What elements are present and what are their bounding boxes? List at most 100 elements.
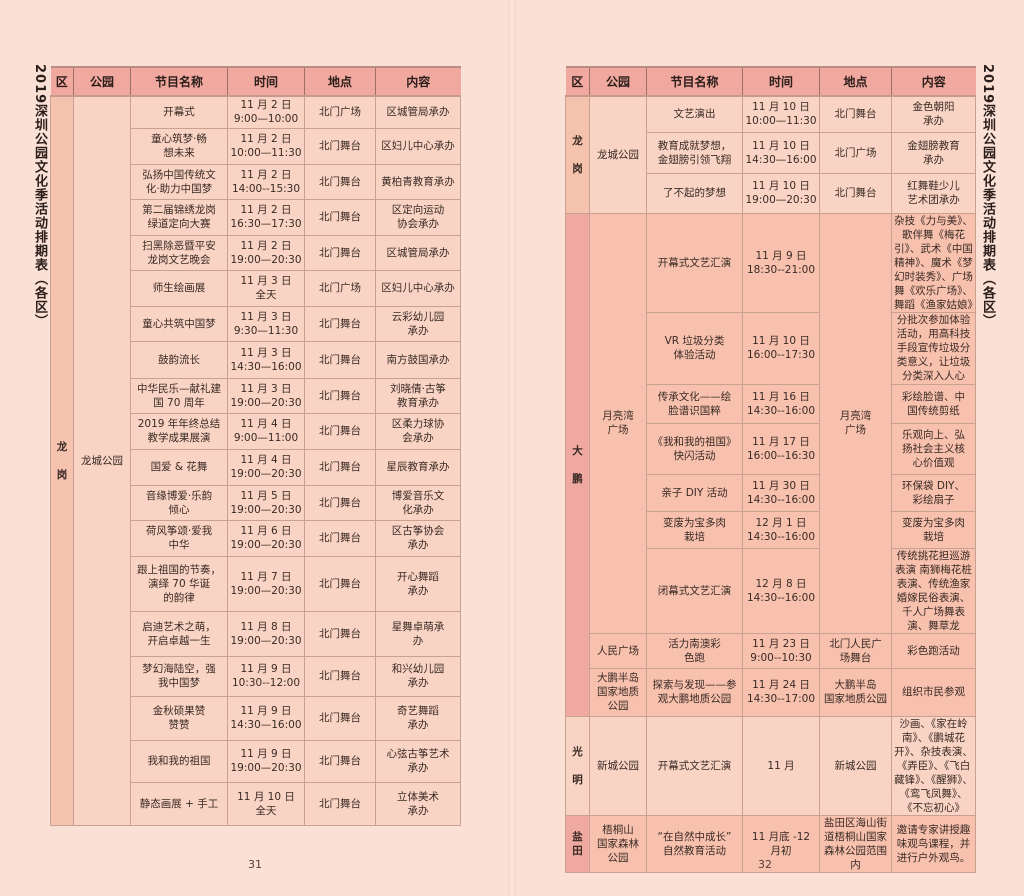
district-cell: 大 鹏	[565, 212, 590, 717]
content-cell: 星舞卓萌承 办	[375, 610, 461, 657]
side-title: 2019深圳公园文化季活动排期表（各区）	[32, 64, 47, 329]
content-cell: 区妇儿中心承办	[375, 269, 461, 307]
column-header: 内容	[891, 66, 976, 97]
time-cell: 11 月 3 日 9:30—11:30	[227, 305, 305, 342]
column-header: 公园	[589, 66, 647, 97]
page-number-text: 32	[758, 858, 772, 871]
program-name-cell: 了不起的梦想	[646, 172, 743, 214]
side-title: 2019深圳公园文化季活动排期表（各区）	[980, 64, 995, 329]
place-cell: 北门舞台	[304, 448, 376, 486]
place-cell: 北门舞台	[304, 234, 376, 271]
program-name-cell: 梦幻海陆空，强 我中国梦	[130, 655, 228, 697]
page-number-text: 31	[248, 858, 262, 871]
content-cell: 区城管局承办	[375, 95, 461, 129]
time-cell: 11 月 17 日 16:00--16:30	[742, 422, 820, 475]
content-cell: 区古筝协会 承办	[375, 519, 461, 557]
content-cell: 奇艺舞蹈 承办	[375, 695, 461, 741]
column-header: 时间	[227, 66, 305, 97]
program-name-cell: 闭幕式文艺汇演	[646, 547, 743, 634]
place-cell: 北门舞台	[304, 739, 376, 783]
program-name-cell: “在自然中成长” 自然教育活动	[646, 814, 743, 873]
content-cell: 金翅膀教育 承办	[891, 131, 976, 174]
place-cell: 盐田区海山街道梧桐山国家森林公园范围内	[819, 814, 892, 873]
time-cell: 11 月 5 日 19:00—20:30	[227, 484, 305, 521]
time-cell: 11 月 7 日 19:00—20:30	[227, 555, 305, 612]
place-cell: 北门舞台	[304, 484, 376, 521]
table-row: 大鹏半岛 国家地质 公园 探索与发现——参 观大鹏地质公园 11 月 24 日 14…	[565, 667, 976, 717]
content-cell: 和兴幼儿园 承办	[375, 655, 461, 697]
content-cell: 南方鼓国承办	[375, 340, 461, 379]
program-name-cell: 探索与发现——参 观大鹏地质公园	[646, 667, 743, 717]
table-row: 龙 岗龙城公园 开幕式 11 月 2 日 9:00—10:00 北门广场 区城管局承办	[50, 95, 461, 826]
place-cell: 新城公园	[819, 715, 892, 816]
time-cell: 11 月 9 日 14:30—16:00	[227, 695, 305, 741]
time-cell: 11 月 16 日 14:30--16:00	[742, 383, 820, 424]
place-cell: 北门舞台	[819, 95, 892, 133]
time-cell: 11 月 2 日 19:00—20:30	[227, 234, 305, 271]
place-cell: 北门舞台	[304, 695, 376, 741]
program-name-cell: 我和我的祖国	[130, 739, 228, 783]
column-header: 节目名称	[130, 66, 228, 97]
column-header: 节目名称	[646, 66, 743, 97]
district-cell: 龙 岗	[565, 95, 590, 214]
time-cell: 11 月 2 日 16:30—17:30	[227, 198, 305, 236]
program-name-cell: 金秋硕果赞 赞赞	[130, 695, 228, 741]
content-cell: 杂技《力与美》、歌伴舞《梅花引》、武术《中国精神》、魔术《梦幻时装秀》、广场舞《…	[891, 212, 976, 313]
table-row: 鼓韵流长 11 月 3 日 14:30—16:00 北门舞台 南方鼓国承办	[50, 340, 461, 379]
program-name-cell: 传承文化——绘 脸谱识国粹	[646, 383, 743, 424]
content-cell: 传统挑花担巡游表演 南狮梅花桩表演、传统渔家婚嫁民俗表演、千人广场舞表演、舞草龙	[891, 547, 976, 634]
program-name-cell: 师生绘画展	[130, 269, 228, 307]
place-cell: 北门人民广 场舞台	[819, 632, 892, 669]
program-name-cell: 跟上祖国的节奏， 演绎 70 华诞 的韵律	[130, 555, 228, 612]
place-cell: 北门舞台	[304, 655, 376, 697]
content-cell: 心弦古筝艺术 承办	[375, 739, 461, 783]
content-cell: 分批次参加体验活动，用高科技手段宣传垃圾分类意义，让垃圾分类深入人心	[891, 311, 976, 385]
park-cell: 新城公园	[589, 715, 647, 816]
place-cell: 北门舞台	[304, 340, 376, 379]
column-header: 地点	[819, 66, 892, 97]
program-name-cell: 第二届锦绣龙岗 绿道定向大赛	[130, 198, 228, 236]
content-cell: 沙画、《家在岭南》、《鹏城花开》、杂技表演、《弄臣》、《飞白藏锋》、《醒狮》、《…	[891, 715, 976, 816]
program-name-cell: 亲子 DIY 活动	[646, 473, 743, 512]
program-name-cell: VR 垃圾分类 体验活动	[646, 311, 743, 385]
time-cell: 11 月 10 日 19:00—20:30	[742, 172, 820, 214]
time-cell: 11 月 6 日 19:00—20:30	[227, 519, 305, 557]
table-row: 人民广场 活力南澳彩 色跑 11 月 23 日 9:00--10:30 北门人民广 场…	[565, 632, 976, 669]
place-cell: 北门舞台	[304, 412, 376, 450]
time-cell: 11 月 30 日 14:30--16:00	[742, 473, 820, 512]
program-name-cell: 文艺演出	[646, 95, 743, 133]
time-cell: 11 月 4 日 19:00—20:30	[227, 448, 305, 486]
content-cell: 红舞鞋少儿 艺术团承办	[891, 172, 976, 214]
place-cell: 北门舞台	[304, 519, 376, 557]
time-cell: 11 月 3 日 全天	[227, 269, 305, 307]
page-31: 2019深圳公园文化季活动排期表（各区） 区公园 节目名称 时间 地点 内容龙 岗龙城公…	[32, 64, 461, 875]
program-name-cell: 弘扬中国传统文 化·助力中国梦	[130, 163, 228, 200]
place-cell: 北门舞台	[304, 163, 376, 200]
content-cell: 彩色跑活动	[891, 632, 976, 669]
time-cell: 11 月 10 日 16:00--17:30	[742, 311, 820, 385]
program-name-cell: 静态画展 + 手工	[130, 781, 228, 826]
content-cell: 变废为宝多肉 栽培	[891, 510, 976, 549]
header-row: 区公园 节目名称 时间 地点 内容	[50, 66, 461, 97]
time-cell: 11 月 9 日 19:00—20:30	[227, 739, 305, 783]
column-header: 区	[565, 66, 590, 97]
header-row: 区公园 节目名称 时间 地点 内容	[565, 66, 976, 97]
table-row: 童心筑梦·畅 想未来 11 月 2 日 10:00—11:30 北门舞台 区妇儿中心承…	[50, 127, 461, 165]
program-name-cell: 中华民乐—献礼建 国 70 周年	[130, 377, 228, 414]
time-cell: 11 月 2 日 9:00—10:00	[227, 95, 305, 129]
column-header: 内容	[375, 66, 461, 97]
program-name-cell: 国爱 & 花舞	[130, 448, 228, 486]
time-cell: 11 月 9 日 10:30--12:00	[227, 655, 305, 697]
place-cell: 北门广场	[304, 95, 376, 129]
place-cell: 北门舞台	[304, 377, 376, 414]
column-header: 时间	[742, 66, 820, 97]
content-cell: 乐观向上、弘 扬社会主义核 心价值观	[891, 422, 976, 475]
time-cell: 11 月 3 日 14:30—16:00	[227, 340, 305, 379]
content-cell: 立体美术 承办	[375, 781, 461, 826]
program-name-cell: 扫黑除恶暨平安 龙岗文艺晚会	[130, 234, 228, 271]
column-header: 区	[50, 66, 74, 97]
place-cell: 北门舞台	[304, 781, 376, 826]
table-row: 光 明新城公园 开幕式文艺汇演 11 月新城公园 沙画、《家在岭南》、《鹏城花开》、杂…	[565, 715, 976, 816]
place-cell: 北门舞台	[304, 610, 376, 657]
time-cell: 11 月 9 日 18:30--21:00	[742, 212, 820, 313]
